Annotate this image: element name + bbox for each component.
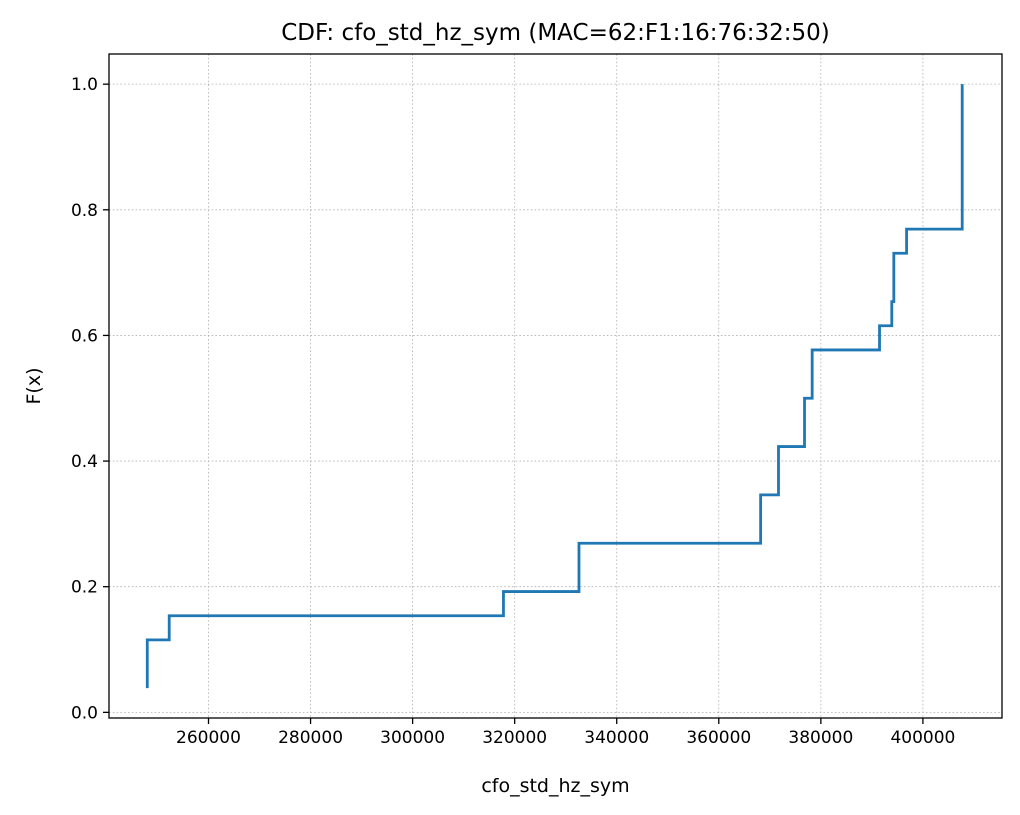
- x-tick-label: 320000: [482, 728, 547, 748]
- x-tick-label: 260000: [176, 728, 241, 748]
- chart-title: CDF: cfo_std_hz_sym (MAC=62:F1:16:76:32:…: [281, 20, 830, 46]
- x-tick-label: 300000: [380, 728, 445, 748]
- y-tick-label: 0.6: [71, 326, 98, 346]
- y-tick-label: 0.0: [71, 703, 98, 723]
- y-tick-label: 1.0: [71, 75, 98, 95]
- y-axis-label: F(x): [23, 368, 45, 405]
- x-tick-label: 280000: [278, 728, 343, 748]
- y-tick-label: 0.8: [71, 201, 98, 221]
- cdf-step-line: [145, 84, 964, 689]
- x-tick-label: 360000: [686, 728, 751, 748]
- x-axis-label: cfo_std_hz_sym: [481, 775, 629, 797]
- series-layer: [145, 84, 964, 689]
- grid: [109, 54, 1002, 718]
- axis-ticks: 260000 280000 300000 320000 340000 360000 3800…: [71, 75, 955, 748]
- x-tick-label: 380000: [788, 728, 853, 748]
- x-tick-label: 400000: [890, 728, 955, 748]
- x-tick-label: 340000: [584, 728, 649, 748]
- y-tick-label: 0.2: [71, 578, 98, 598]
- y-tick-label: 0.4: [71, 452, 98, 472]
- plot-frame: [108, 53, 1003, 719]
